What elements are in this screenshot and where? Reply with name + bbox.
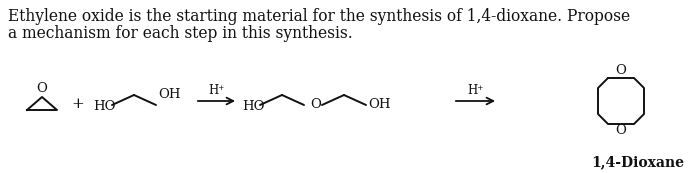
Text: O: O bbox=[36, 83, 48, 95]
Text: HO: HO bbox=[93, 99, 115, 112]
Text: 1,4-Dioxane: 1,4-Dioxane bbox=[591, 155, 684, 169]
Text: O: O bbox=[616, 125, 626, 138]
Text: OH: OH bbox=[158, 89, 180, 102]
Text: H⁺: H⁺ bbox=[208, 84, 224, 97]
Text: OH: OH bbox=[368, 98, 391, 112]
Text: Ethylene oxide is the starting material for the synthesis of 1,4-dioxane. Propos: Ethylene oxide is the starting material … bbox=[8, 8, 630, 25]
Text: HO: HO bbox=[242, 99, 264, 112]
Text: O: O bbox=[616, 65, 626, 78]
Text: a mechanism for each step in this synthesis.: a mechanism for each step in this synthe… bbox=[8, 25, 353, 42]
Text: H⁺: H⁺ bbox=[468, 84, 484, 97]
Text: +: + bbox=[71, 97, 85, 111]
Text: O: O bbox=[310, 98, 321, 112]
